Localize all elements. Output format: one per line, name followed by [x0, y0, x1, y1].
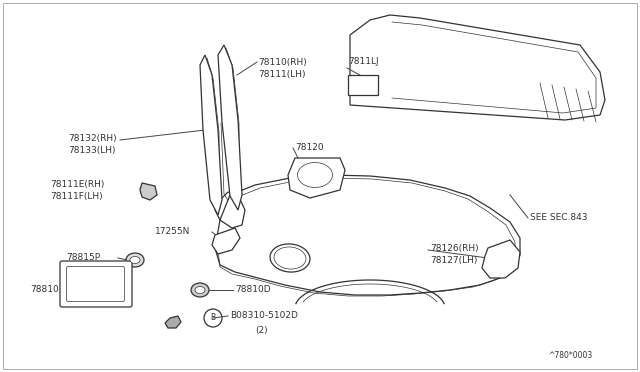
- Ellipse shape: [191, 283, 209, 297]
- Ellipse shape: [130, 257, 140, 263]
- Polygon shape: [288, 158, 345, 198]
- Polygon shape: [200, 55, 222, 215]
- Polygon shape: [212, 228, 240, 254]
- Polygon shape: [350, 15, 605, 120]
- Polygon shape: [165, 316, 181, 328]
- Text: 78111(LH): 78111(LH): [258, 70, 305, 78]
- Text: 78111F(LH): 78111F(LH): [50, 192, 102, 201]
- Text: B08310-5102D: B08310-5102D: [230, 311, 298, 321]
- Text: 78815P: 78815P: [66, 253, 100, 263]
- Text: 78132(RH): 78132(RH): [68, 134, 116, 142]
- Text: 78126(RH): 78126(RH): [430, 244, 479, 253]
- Ellipse shape: [195, 286, 205, 294]
- Text: ^780*0003: ^780*0003: [548, 352, 592, 360]
- Ellipse shape: [126, 253, 144, 267]
- Text: 17255N: 17255N: [155, 228, 190, 237]
- Polygon shape: [348, 75, 378, 95]
- Polygon shape: [482, 240, 520, 278]
- Polygon shape: [140, 183, 157, 200]
- Text: 78111E(RH): 78111E(RH): [50, 180, 104, 189]
- Text: 78127(LH): 78127(LH): [430, 256, 477, 264]
- Text: 78810: 78810: [30, 285, 59, 295]
- Polygon shape: [218, 45, 242, 210]
- Text: 78110(RH): 78110(RH): [258, 58, 307, 67]
- Text: 78120: 78120: [295, 144, 324, 153]
- Text: 7811LJ: 7811LJ: [348, 58, 379, 67]
- Text: 78133(LH): 78133(LH): [68, 145, 115, 154]
- Polygon shape: [215, 175, 520, 295]
- FancyBboxPatch shape: [60, 261, 132, 307]
- Text: SEE SEC.843: SEE SEC.843: [530, 214, 588, 222]
- Text: (2): (2): [255, 326, 268, 334]
- Text: 78810D: 78810D: [235, 285, 271, 295]
- Text: B: B: [211, 314, 216, 323]
